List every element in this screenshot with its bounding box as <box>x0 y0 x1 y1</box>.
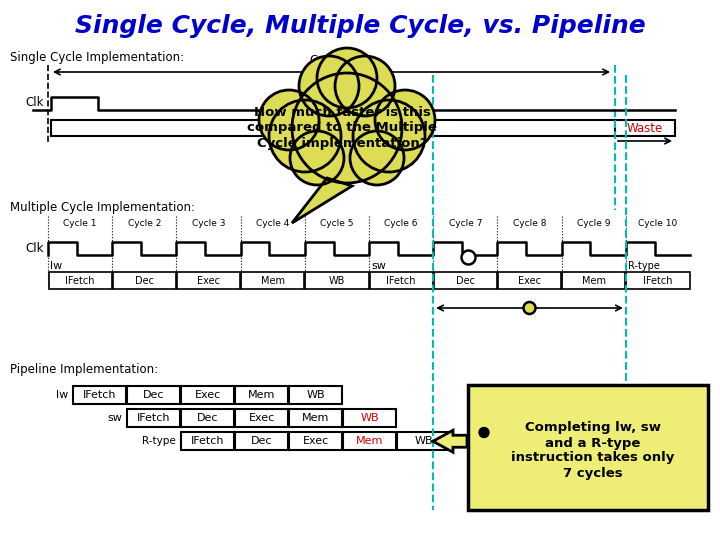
Circle shape <box>462 251 475 265</box>
Bar <box>289 432 342 450</box>
Text: IFetch: IFetch <box>137 413 170 423</box>
Text: WB: WB <box>329 275 345 286</box>
Text: Mem: Mem <box>582 275 606 286</box>
Bar <box>127 409 180 427</box>
Text: Exec: Exec <box>248 413 274 423</box>
Text: Dec: Dec <box>251 436 272 446</box>
Bar <box>343 409 396 427</box>
Text: lw: lw <box>321 122 334 134</box>
Bar <box>615 120 675 136</box>
Text: Completing lw, sw
and a R-type
instruction takes only
7 cycles: Completing lw, sw and a R-type instructi… <box>511 422 675 480</box>
Text: Multiple Cycle Implementation:: Multiple Cycle Implementation: <box>10 201 195 214</box>
Text: IFetch: IFetch <box>66 275 95 286</box>
Text: sw: sw <box>371 261 386 271</box>
FancyArrow shape <box>433 430 467 453</box>
Bar <box>113 272 176 289</box>
Bar <box>626 272 690 289</box>
Text: Dec: Dec <box>143 390 164 400</box>
Bar <box>181 432 234 450</box>
Bar <box>73 386 126 404</box>
Circle shape <box>335 56 395 116</box>
Bar <box>181 386 234 404</box>
Text: Waste: Waste <box>627 122 663 134</box>
Text: IFetch: IFetch <box>387 275 416 286</box>
Text: lw: lw <box>50 261 62 271</box>
Bar <box>241 272 305 289</box>
Text: Single Cycle, Multiple Cycle, vs. Pipeline: Single Cycle, Multiple Cycle, vs. Pipeli… <box>75 14 645 38</box>
Text: WB: WB <box>414 436 433 446</box>
Circle shape <box>259 90 319 150</box>
Text: R-type: R-type <box>143 436 176 446</box>
Bar <box>235 409 288 427</box>
Text: Cycle 8: Cycle 8 <box>513 219 546 228</box>
Text: Dec: Dec <box>197 413 218 423</box>
Bar <box>468 385 708 510</box>
Text: Exec: Exec <box>302 436 328 446</box>
Text: WB: WB <box>306 390 325 400</box>
Text: Exec: Exec <box>518 275 541 286</box>
Text: Dec: Dec <box>135 275 154 286</box>
Text: Exec: Exec <box>197 275 220 286</box>
Bar <box>289 386 342 404</box>
Circle shape <box>299 56 359 116</box>
Text: Cycle 5: Cycle 5 <box>320 219 354 228</box>
Bar <box>343 432 396 450</box>
Bar <box>433 272 497 289</box>
Circle shape <box>269 100 341 172</box>
Text: sw: sw <box>107 413 122 423</box>
Polygon shape <box>292 178 352 223</box>
Text: Cycle 2: Cycle 2 <box>127 219 161 228</box>
Bar <box>562 272 625 289</box>
Text: IFetch: IFetch <box>643 275 672 286</box>
Bar <box>397 432 450 450</box>
Bar <box>498 272 561 289</box>
Text: How much faster is this
compared to the Multiple
Cycle implementation?: How much faster is this compared to the … <box>247 106 437 150</box>
Text: WB: WB <box>360 413 379 423</box>
Bar <box>48 272 112 289</box>
Text: Mem: Mem <box>302 413 329 423</box>
Text: Cycle 4: Cycle 4 <box>256 219 289 228</box>
Text: Clk: Clk <box>25 241 44 254</box>
Bar <box>181 409 234 427</box>
Circle shape <box>353 100 425 172</box>
Circle shape <box>292 73 402 183</box>
Text: Mem: Mem <box>248 390 275 400</box>
Text: Clk: Clk <box>25 97 44 110</box>
Bar <box>177 272 240 289</box>
Text: IFetch: IFetch <box>83 390 116 400</box>
Text: lw: lw <box>55 390 68 400</box>
Bar <box>235 432 288 450</box>
Text: Dec: Dec <box>456 275 474 286</box>
Text: Exec: Exec <box>194 390 220 400</box>
Text: IFetch: IFetch <box>191 436 224 446</box>
Text: Cycle 9: Cycle 9 <box>577 219 611 228</box>
Bar <box>305 272 369 289</box>
Text: Cycle 7: Cycle 7 <box>449 219 482 228</box>
Circle shape <box>523 302 536 314</box>
Text: Cycle 1: Cycle 1 <box>63 219 97 228</box>
Bar <box>127 386 180 404</box>
Circle shape <box>290 131 344 185</box>
Text: Cycle 10: Cycle 10 <box>638 219 678 228</box>
Text: Pipeline Implementation:: Pipeline Implementation: <box>10 363 158 376</box>
Text: Cycle 3: Cycle 3 <box>192 219 225 228</box>
Bar <box>369 272 433 289</box>
Text: Cycle 1: Cycle 1 <box>310 54 354 67</box>
Circle shape <box>375 90 435 150</box>
Circle shape <box>479 428 489 437</box>
Bar <box>289 409 342 427</box>
Circle shape <box>350 131 404 185</box>
Bar <box>51 120 615 136</box>
Text: Mem: Mem <box>356 436 383 446</box>
Text: Cycle 6: Cycle 6 <box>384 219 418 228</box>
Text: R-type: R-type <box>628 261 660 271</box>
Text: Mem: Mem <box>261 275 284 286</box>
Text: Single Cycle Implementation:: Single Cycle Implementation: <box>10 51 184 64</box>
Bar <box>235 386 288 404</box>
Circle shape <box>317 48 377 108</box>
